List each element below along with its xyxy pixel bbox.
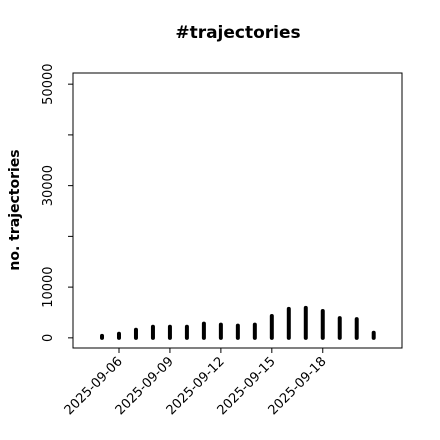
y-tick-label: 0 <box>41 334 56 342</box>
y-tick-label: 10000 <box>41 266 56 307</box>
chart-title: #trajectories <box>175 23 300 43</box>
y-axis-label: no. trajectories <box>7 149 23 270</box>
y-tick-label: 30000 <box>41 165 56 206</box>
plot-frame <box>72 72 403 349</box>
y-tick-label: 50000 <box>41 63 56 104</box>
